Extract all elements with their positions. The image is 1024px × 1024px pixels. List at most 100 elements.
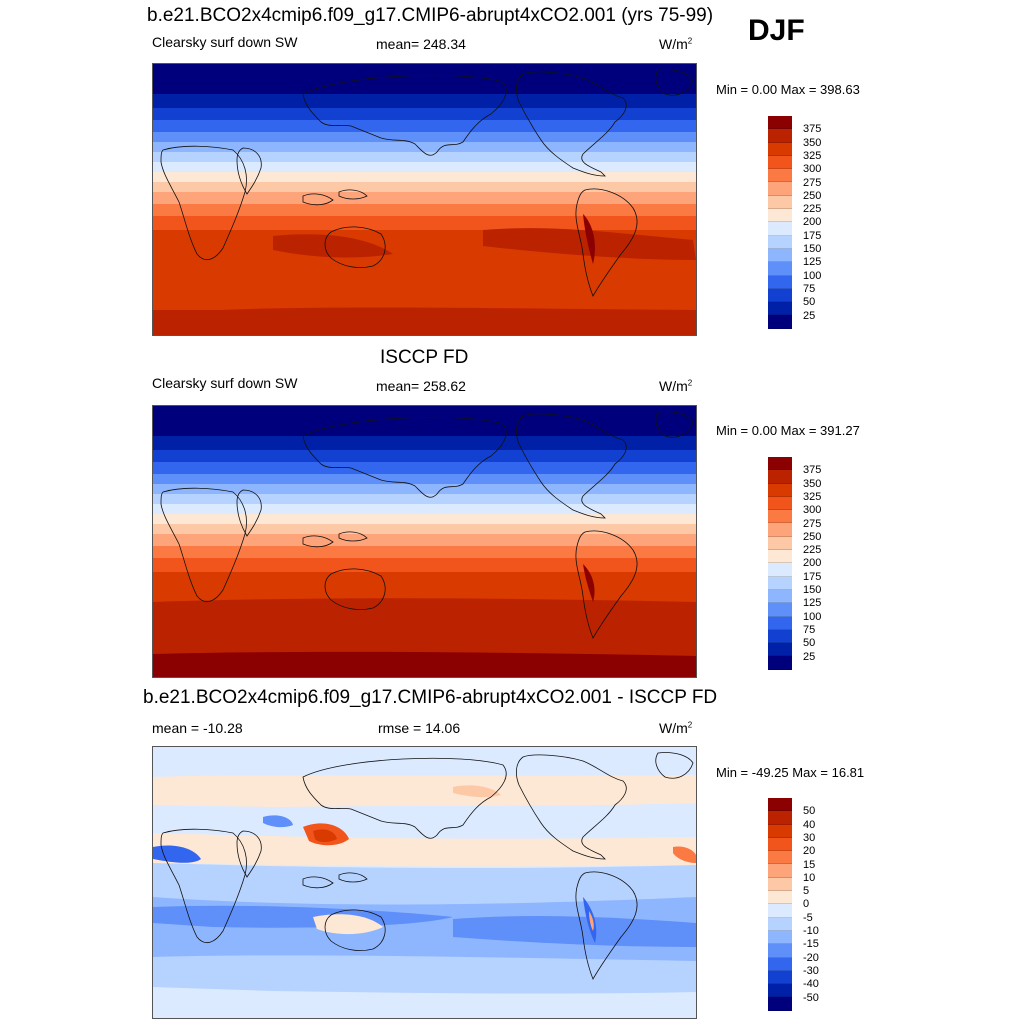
- colorbar-tick-label: 250: [803, 530, 822, 543]
- colorbar-swatch: [768, 798, 792, 812]
- colorbar-tick-label: 175: [803, 229, 822, 242]
- colorbar-tick-label: 300: [803, 163, 822, 176]
- colorbar-tick-label: 25: [803, 650, 816, 663]
- panel1-minmax: Min = 0.00 Max = 398.63: [716, 82, 860, 97]
- colorbar-tick-label: 275: [803, 517, 822, 530]
- colorbar-swatch: [768, 824, 792, 838]
- coastline: [302, 876, 334, 889]
- contour-region: [583, 564, 595, 602]
- contour-band: [153, 142, 696, 152]
- contour-region: [153, 863, 696, 911]
- contour-region: [583, 214, 595, 264]
- coastline: [575, 530, 638, 639]
- colorbar-swatch: [768, 116, 792, 130]
- coastline: [324, 909, 386, 951]
- colorbar-tick-label: 25: [803, 309, 816, 322]
- panel2-map: [152, 405, 697, 678]
- contour-band: [153, 192, 696, 204]
- contour-region: [153, 598, 696, 656]
- contour-band: [153, 182, 696, 192]
- coastline: [324, 226, 386, 268]
- panel1-mean-label: mean= 248.34: [376, 36, 466, 52]
- colorbar-swatch: [768, 576, 792, 590]
- colorbar-swatch: [768, 457, 792, 471]
- contour-band: [153, 172, 696, 182]
- colorbar-tick-label: 375: [803, 123, 822, 136]
- colorbar-tick-label: 75: [803, 282, 816, 295]
- colorbar-swatch: [768, 837, 792, 852]
- contour-band: [153, 162, 696, 172]
- colorbar-swatch: [768, 656, 792, 670]
- colorbar-swatch: [768, 891, 792, 905]
- colorbar-tick-label: 200: [803, 557, 822, 570]
- contour-band: [153, 494, 696, 504]
- coastline: [302, 74, 507, 156]
- colorbar-tick-label: 300: [803, 504, 822, 517]
- colorbar-swatch: [768, 864, 792, 878]
- coastline: [515, 71, 627, 177]
- colorbar-tick-label: 100: [803, 269, 822, 282]
- contour-region: [273, 234, 393, 258]
- panel3-map-canvas: [153, 747, 696, 1018]
- colorbar-swatch: [768, 209, 792, 223]
- colorbar-swatch: [768, 536, 792, 551]
- colorbar-swatch: [768, 483, 792, 497]
- coastline: [236, 147, 262, 195]
- colorbar-tick-label: 40: [803, 818, 816, 831]
- colorbar-tick-label: -5: [803, 911, 813, 924]
- coastline: [338, 872, 368, 883]
- contour-band: [153, 406, 696, 436]
- coastline: [338, 531, 368, 542]
- coastline: [302, 757, 507, 839]
- colorbar-tick-label: 350: [803, 477, 822, 490]
- contour-band: [153, 152, 696, 162]
- colorbar-tick-label: 5: [803, 885, 810, 898]
- colorbar-swatch: [768, 603, 792, 617]
- colorbar-swatch: [768, 904, 792, 918]
- coastline: [160, 487, 247, 603]
- panel2-minmax: Min = 0.00 Max = 391.27: [716, 423, 860, 438]
- colorbar-tick-label: 275: [803, 176, 822, 189]
- coastline: [575, 188, 638, 297]
- panel1-map-canvas: [153, 64, 696, 335]
- colorbar-tick-label: 100: [803, 610, 822, 623]
- contour-region: [453, 916, 696, 947]
- colorbar-tick-label: 350: [803, 136, 822, 149]
- panel3-minmax: Min = -49.25 Max = 16.81: [716, 765, 865, 780]
- colorbar-swatch: [768, 997, 792, 1011]
- contour-region: [153, 955, 696, 994]
- colorbar-tick-label: 10: [803, 871, 816, 884]
- colorbar-swatch: [768, 496, 792, 511]
- colorbar-swatch: [768, 155, 792, 170]
- colorbar-swatch: [768, 930, 792, 945]
- panel3-map: [152, 746, 697, 1019]
- panel1-units: W/m2: [659, 36, 693, 52]
- colorbar-swatch: [768, 315, 792, 329]
- contour-band: [153, 132, 696, 142]
- colorbar-tick-label: -10: [803, 925, 819, 937]
- colorbar-swatch: [768, 510, 792, 524]
- panel3-colorbar: [768, 798, 792, 1011]
- colorbar-swatch: [768, 616, 792, 630]
- contour-region: [153, 775, 696, 807]
- coastline: [655, 69, 694, 96]
- colorbar-swatch: [768, 302, 792, 316]
- contour-region: [153, 307, 696, 335]
- contour-band: [153, 504, 696, 514]
- colorbar-tick-label: 250: [803, 189, 822, 202]
- contour-band: [153, 524, 696, 534]
- colorbar-tick-label: 30: [803, 831, 816, 844]
- colorbar-tick-label: 20: [803, 845, 816, 858]
- coastline: [575, 871, 638, 980]
- contour-band: [153, 534, 696, 546]
- panel3-units: W/m2: [659, 720, 693, 736]
- contour-region: [153, 833, 696, 867]
- colorbar-tick-label: 50: [803, 805, 816, 818]
- colorbar-tick-label: 200: [803, 216, 822, 229]
- coastline: [515, 413, 627, 519]
- colorbar-swatch: [768, 589, 792, 604]
- colorbar-tick-label: 50: [803, 637, 816, 650]
- coastline: [655, 752, 694, 779]
- colorbar-swatch: [768, 195, 792, 210]
- colorbar-swatch: [768, 550, 792, 564]
